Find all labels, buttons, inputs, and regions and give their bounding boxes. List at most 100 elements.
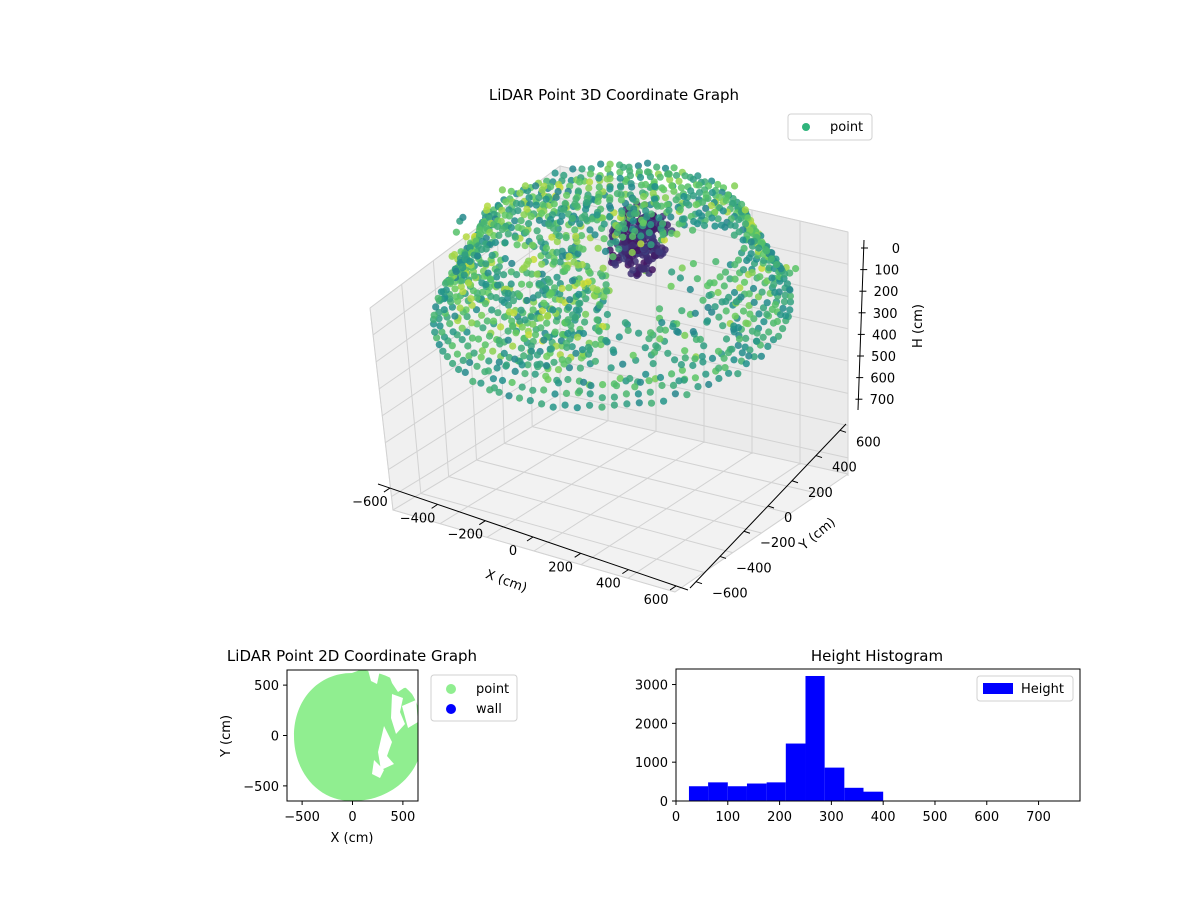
point-3d	[584, 278, 592, 286]
point-3d	[612, 238, 620, 246]
point-3d	[730, 288, 739, 297]
point-3d	[535, 216, 544, 224]
point-3d	[765, 328, 773, 336]
point-3d	[573, 237, 581, 246]
point-3d	[646, 388, 654, 396]
point-3d	[609, 346, 617, 354]
point-3d	[740, 244, 748, 252]
point-3d	[485, 357, 493, 365]
point-3d	[642, 180, 650, 189]
point-3d	[647, 329, 655, 337]
point-3d	[564, 329, 572, 338]
point-3d	[759, 333, 767, 341]
point-3d	[721, 223, 729, 231]
ticks3d: −600 −400 −200 0 200 400 600 −600 −400 −200 0 200 40…	[352, 242, 900, 608]
gap-1	[368, 670, 380, 684]
x-tick-label: 400	[596, 577, 621, 592]
grid-line	[627, 462, 801, 579]
plot2d-title: LiDAR Point 2D Coordinate Graph	[227, 647, 477, 665]
point-3d	[514, 207, 522, 215]
point-3d	[669, 322, 677, 331]
point-3d	[595, 183, 603, 191]
point-3d	[678, 215, 687, 223]
point-3d	[515, 394, 524, 402]
point-3d	[545, 220, 553, 228]
point-3d	[668, 182, 676, 190]
point-3d	[575, 306, 583, 314]
point-3d	[468, 334, 476, 342]
point-3d	[558, 284, 566, 293]
point-3d	[722, 307, 730, 315]
point-3d	[495, 336, 503, 345]
point-3d	[435, 341, 443, 349]
point-3d	[567, 244, 575, 253]
point-3d	[669, 381, 678, 389]
point-3d	[689, 192, 698, 200]
histogram-bars	[688, 675, 884, 802]
point-3d	[538, 270, 546, 278]
point-3d	[619, 163, 628, 171]
point-3d	[542, 244, 551, 252]
point-3d	[553, 238, 561, 246]
point-3d	[615, 245, 623, 253]
point-3d	[524, 257, 533, 265]
point-3d	[676, 274, 685, 282]
hist-x-tick-label: 600	[974, 810, 999, 825]
grid-line	[559, 393, 849, 459]
point-3d	[642, 370, 650, 378]
point-3d	[700, 342, 708, 350]
point-3d	[637, 240, 645, 248]
point-3d	[540, 386, 548, 394]
point-3d	[727, 221, 735, 229]
point-3d	[678, 307, 686, 315]
point-3d	[779, 325, 787, 333]
point-3d	[569, 165, 577, 173]
point-3d	[699, 198, 707, 206]
gap-2	[388, 670, 418, 692]
point-3d	[746, 310, 754, 318]
point-3d	[743, 231, 751, 239]
point-3d	[731, 275, 739, 283]
point-3d	[689, 361, 697, 370]
grid-line	[559, 360, 849, 427]
point-3d	[728, 345, 736, 353]
point-3d	[594, 197, 602, 205]
histogram-bar	[746, 783, 767, 801]
point-3d	[738, 200, 746, 208]
point-3d	[631, 383, 639, 391]
point-3d	[482, 245, 490, 253]
point-3d	[591, 340, 600, 348]
hist-x-tick-label: 500	[923, 810, 948, 825]
x-tick-label: −200	[447, 528, 483, 543]
point-3d	[582, 205, 590, 214]
point-3d	[474, 335, 483, 343]
point-3d	[600, 220, 608, 228]
point-3d	[708, 189, 716, 197]
histogram-bar	[766, 782, 786, 802]
point-3d	[615, 333, 623, 341]
point-3d	[750, 353, 758, 361]
point-3d	[755, 310, 763, 318]
point-3d	[730, 231, 738, 239]
point-3d	[555, 232, 564, 240]
plot2d-legend-wall: wall	[476, 702, 502, 717]
point-3d	[657, 225, 665, 233]
point-3d	[469, 377, 477, 385]
point-3d	[706, 279, 714, 287]
histogram-legend-label: Height	[1021, 682, 1064, 697]
point-3d	[655, 305, 664, 313]
point-3d	[507, 280, 515, 288]
point-3d	[459, 356, 467, 364]
point-3d	[543, 352, 551, 360]
point-3d	[446, 320, 454, 328]
grid-line	[391, 393, 561, 497]
point-3d	[501, 239, 509, 247]
point-3d	[487, 292, 495, 301]
point-3d	[719, 322, 727, 330]
point-3d	[722, 335, 731, 343]
point-3d	[619, 360, 627, 368]
point-3d	[458, 336, 466, 344]
x-tick	[574, 552, 581, 558]
point-3d	[554, 366, 563, 374]
point-3d	[664, 349, 672, 357]
